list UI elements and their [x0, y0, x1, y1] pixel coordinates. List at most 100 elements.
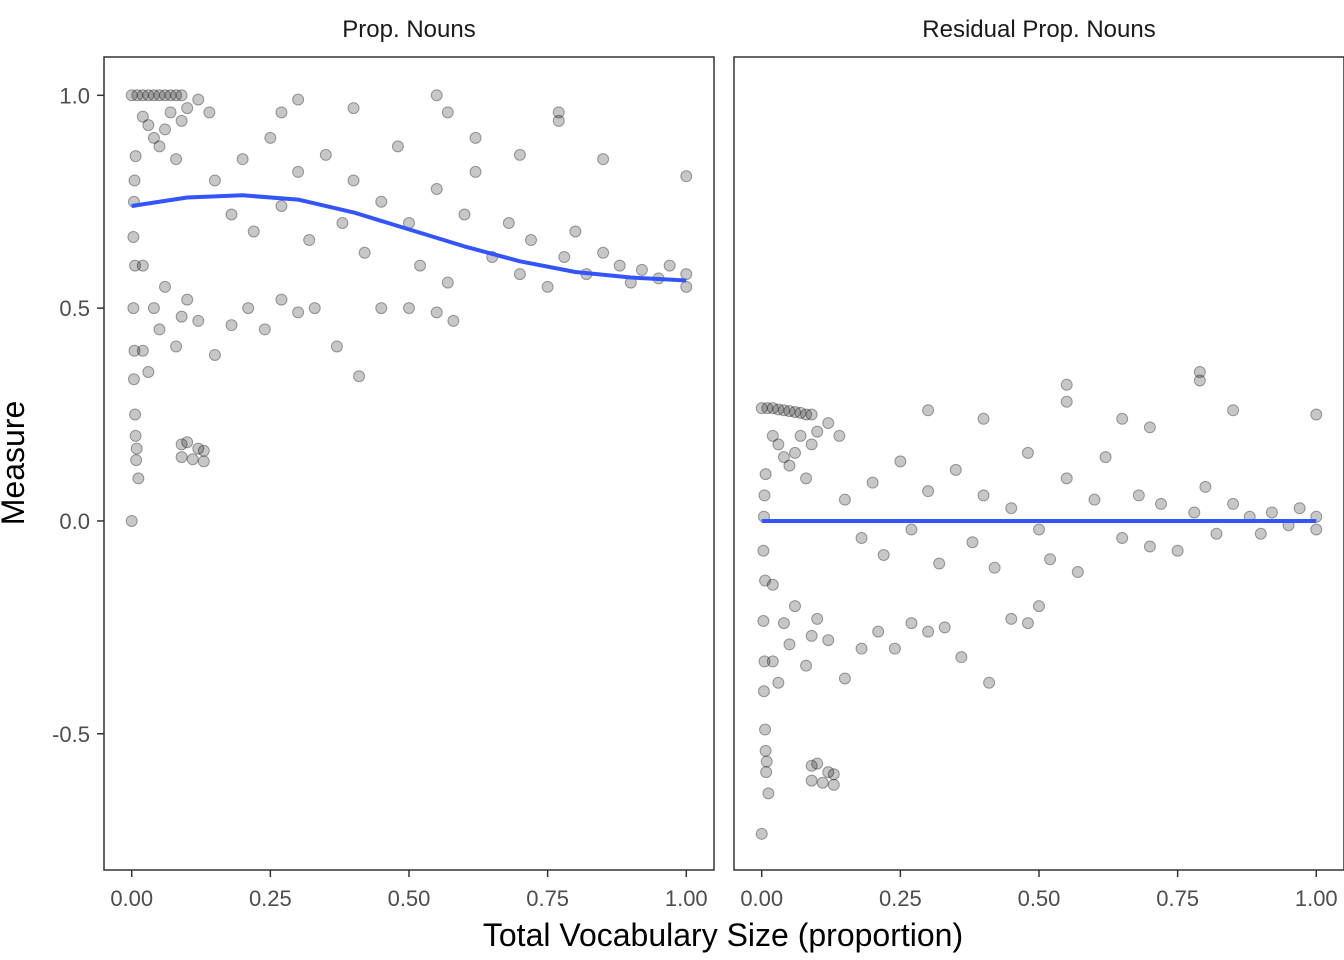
data-point [525, 234, 537, 247]
x-tick-label: 1.00 [1295, 886, 1338, 911]
data-point [794, 406, 807, 419]
facet-panel-2: Residual Prop. Nouns 0.00 0.25 0.50 0.75 1.00 [733, 16, 1344, 911]
data-point [275, 106, 288, 119]
data-point [275, 293, 288, 306]
data-point [811, 757, 824, 770]
data-point [1005, 612, 1018, 625]
data-point [1254, 527, 1267, 540]
data-point [186, 453, 199, 466]
data-point [128, 174, 141, 187]
data-point [777, 451, 790, 464]
data-point [1132, 489, 1145, 502]
data-point [1005, 502, 1018, 515]
data-point [1088, 493, 1101, 506]
data-point [800, 408, 813, 421]
data-point [760, 755, 773, 768]
data-point [247, 225, 260, 238]
data-point [129, 429, 142, 442]
data-point [1143, 540, 1156, 553]
data-point [159, 123, 171, 136]
data-point [192, 314, 205, 327]
data-point [938, 621, 951, 634]
facet-panel-1: Prop. Nouns 0.00 0.25 0.50 0.75 1.00 -0.5 0.0 0.… [52, 16, 715, 911]
data-point [949, 463, 962, 476]
data-point [147, 131, 160, 144]
data-point [430, 182, 443, 195]
x-tick-label: 0.50 [388, 886, 431, 911]
data-point [175, 438, 188, 451]
data-point [955, 651, 968, 664]
data-point [458, 208, 471, 221]
data-point [358, 246, 371, 259]
data-point [127, 302, 140, 315]
data-point [597, 246, 610, 259]
data-point [128, 344, 141, 357]
data-point [330, 340, 343, 353]
data-point [441, 106, 454, 119]
data-point [800, 659, 813, 672]
data-point [153, 140, 166, 153]
data-point [755, 827, 768, 840]
data-point [181, 293, 194, 306]
data-point [783, 638, 796, 651]
data-point [541, 280, 554, 293]
data-point [175, 114, 188, 127]
data-point [1116, 412, 1129, 425]
data-point [1193, 365, 1206, 378]
data-point [988, 561, 1001, 574]
data-point [170, 89, 183, 102]
x-tick-label: 0.25 [249, 886, 292, 911]
data-point [1227, 497, 1240, 510]
data-point [131, 89, 144, 102]
data-point [777, 617, 790, 630]
data-point [558, 251, 571, 264]
x-axis-title: Total Vocabulary Size (proportion) [483, 917, 963, 953]
data-point [833, 429, 846, 442]
facet-strip-label: Prop. Nouns [342, 16, 475, 43]
data-point [125, 514, 138, 527]
data-point [811, 425, 824, 438]
data-point [142, 365, 155, 378]
data-point [758, 655, 771, 668]
data-point [159, 280, 171, 293]
data-point [225, 208, 238, 221]
data-point [855, 531, 868, 544]
data-point [1071, 566, 1084, 579]
data-point [192, 93, 205, 106]
x-tick-label: 0.75 [1156, 886, 1199, 911]
data-point [1143, 421, 1156, 434]
data-point [513, 148, 526, 161]
data-point [1033, 600, 1045, 613]
data-point [983, 676, 996, 689]
data-point [822, 766, 835, 779]
data-point [805, 774, 818, 787]
data-point [208, 348, 221, 361]
data-point [766, 402, 779, 415]
data-point [1188, 506, 1201, 519]
y-axis-title: Measure [0, 401, 31, 526]
data-point [236, 153, 249, 166]
data-point [888, 642, 901, 655]
data-point [127, 231, 140, 244]
facet-strip-label: Residual Prop. Nouns [922, 16, 1155, 43]
data-point [759, 723, 772, 736]
data-point [225, 319, 238, 332]
data-point [336, 217, 349, 230]
data-point [469, 131, 482, 144]
data-point [922, 485, 935, 498]
smooth-line [131, 193, 687, 283]
data-point [761, 402, 774, 415]
data-point [264, 131, 277, 144]
data-point [353, 370, 366, 383]
data-point [838, 672, 851, 685]
data-point [129, 408, 142, 421]
data-point [441, 276, 454, 289]
data-point [375, 195, 388, 208]
data-point [130, 454, 143, 467]
data-point [197, 455, 210, 468]
data-point [783, 459, 796, 472]
data-point [1310, 408, 1323, 421]
x-tick-label: 0.50 [1018, 886, 1061, 911]
data-point [125, 89, 138, 102]
data-point [147, 302, 160, 315]
